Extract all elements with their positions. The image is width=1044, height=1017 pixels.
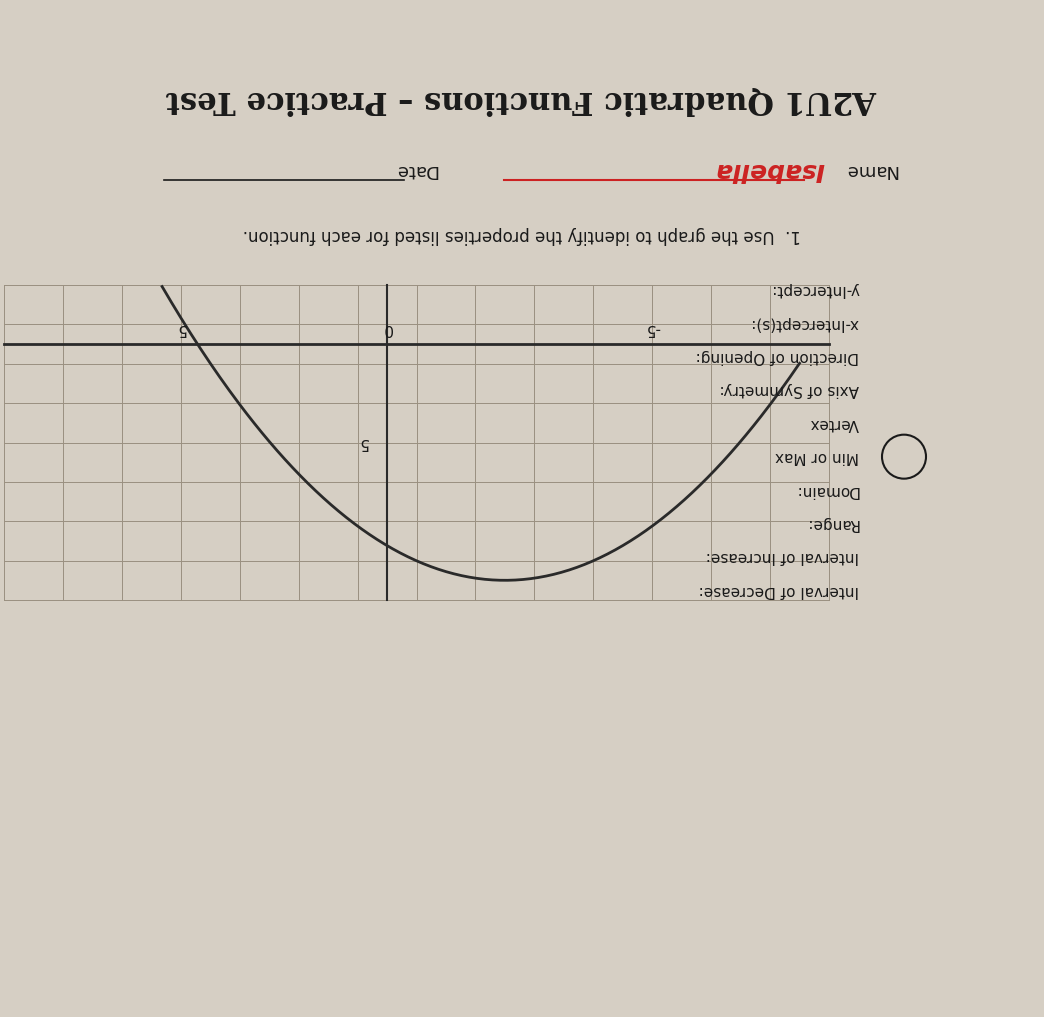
Text: Vertex: Vertex [810,416,859,431]
Text: -5: -5 [644,320,660,336]
Text: 5: 5 [176,320,186,336]
Text: A2U1 Quadratic Functions – Practice Test: A2U1 Quadratic Functions – Practice Test [166,84,878,116]
Text: 0: 0 [382,320,392,336]
Text: Direction of Opening:: Direction of Opening: [695,349,859,364]
Text: y-Intercept:: y-Intercept: [770,283,859,298]
Text: Interval of Decrease:: Interval of Decrease: [698,583,859,598]
Text: 5: 5 [359,435,369,450]
Text: Axis of Symmetry:: Axis of Symmetry: [719,382,859,398]
Text: Range:: Range: [805,516,859,531]
Text: Isabella: Isabella [714,158,824,182]
Text: Domain:: Domain: [794,482,859,497]
Text: Date: Date [394,161,437,179]
Text: Name: Name [844,161,897,179]
Text: 1.  Use the graph to identify the properties listed for each function.: 1. Use the graph to identify the propert… [243,226,801,244]
Text: Min or Max: Min or Max [775,450,859,464]
Text: Interval of Increase:: Interval of Increase: [706,549,859,564]
Text: x-Intercept(s):: x-Intercept(s): [751,316,859,331]
